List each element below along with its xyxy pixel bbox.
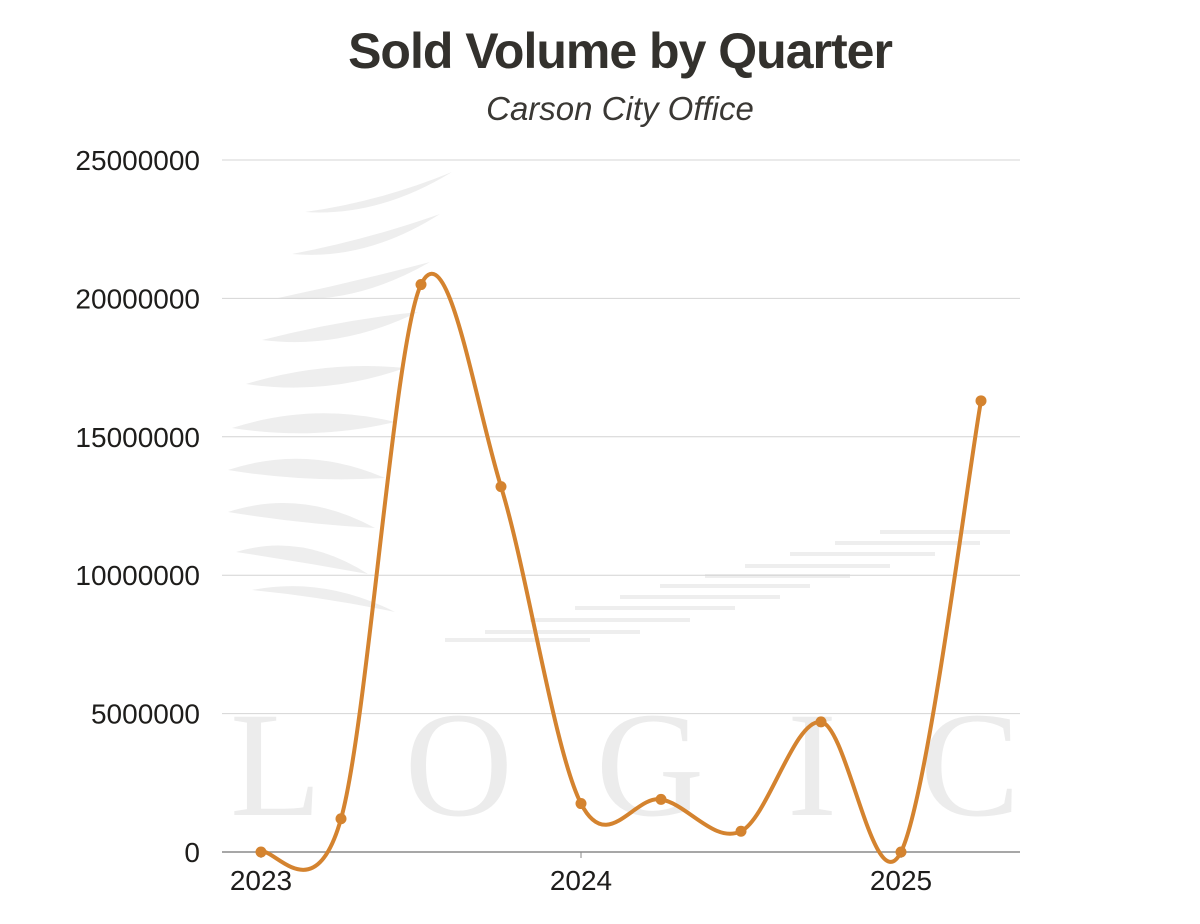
watermark-blade: [228, 503, 375, 528]
data-point: [655, 793, 667, 805]
watermark-blade: [278, 262, 430, 300]
watermark-stripe: [790, 552, 935, 556]
watermark-stripe: [660, 584, 810, 588]
data-point: [895, 846, 907, 858]
watermark-blade: [262, 312, 418, 343]
watermark-blade: [305, 172, 452, 213]
watermark-stripe: [880, 530, 1010, 534]
watermark-blade: [246, 366, 405, 388]
data-point: [815, 716, 827, 728]
x-tick-label: 2025: [870, 865, 932, 896]
watermark-logo-text: L O G I C: [230, 690, 1020, 840]
watermark-stripe: [835, 541, 980, 545]
watermark-stripe: [575, 606, 735, 610]
gridlines: [222, 159, 1020, 853]
watermark-logo-graphic: [228, 172, 1010, 642]
watermark-letter: I: [787, 682, 838, 848]
watermark-blade: [236, 545, 368, 574]
watermark-letter: O: [404, 682, 513, 848]
data-point: [255, 846, 267, 858]
data-point: [735, 825, 747, 837]
watermark-blade: [292, 214, 440, 255]
watermark-letter: C: [919, 682, 1020, 848]
y-tick-label: 25000000: [75, 145, 200, 176]
y-tick-label: 20000000: [75, 283, 200, 314]
data-point: [975, 395, 987, 407]
series-layer: [255, 272, 987, 872]
y-axis-ticks: 0 5000000 10000000 15000000 20000000 25000000: [75, 145, 200, 868]
y-tick-label: 0: [184, 837, 200, 868]
watermark-stripe: [445, 638, 590, 642]
data-point: [335, 813, 347, 825]
watermark-stripe: [530, 618, 690, 622]
data-point: [415, 279, 427, 291]
y-tick-label: 10000000: [75, 560, 200, 591]
watermark-blade: [232, 413, 395, 434]
watermark-letter: G: [595, 682, 705, 848]
y-tick-label: 5000000: [91, 699, 200, 730]
y-tick-label: 15000000: [75, 422, 200, 453]
x-tick-label: 2024: [550, 865, 612, 896]
series-line: [260, 272, 983, 872]
x-tick-label: 2023: [230, 865, 292, 896]
watermark-blade: [228, 458, 385, 480]
watermark-stripe: [745, 564, 890, 568]
watermark-blade: [252, 586, 395, 612]
watermark-stripe: [620, 595, 780, 599]
watermark-stripe: [705, 574, 850, 578]
x-axis-ticks: 2023 2024 2025: [230, 852, 932, 896]
data-point: [495, 481, 507, 493]
watermark-letter: L: [230, 682, 322, 848]
chart-title: Sold Volume by Quarter: [348, 23, 893, 79]
watermark-stripe: [485, 630, 640, 634]
chart-subtitle: Carson City Office: [486, 90, 754, 127]
data-point: [575, 798, 587, 810]
